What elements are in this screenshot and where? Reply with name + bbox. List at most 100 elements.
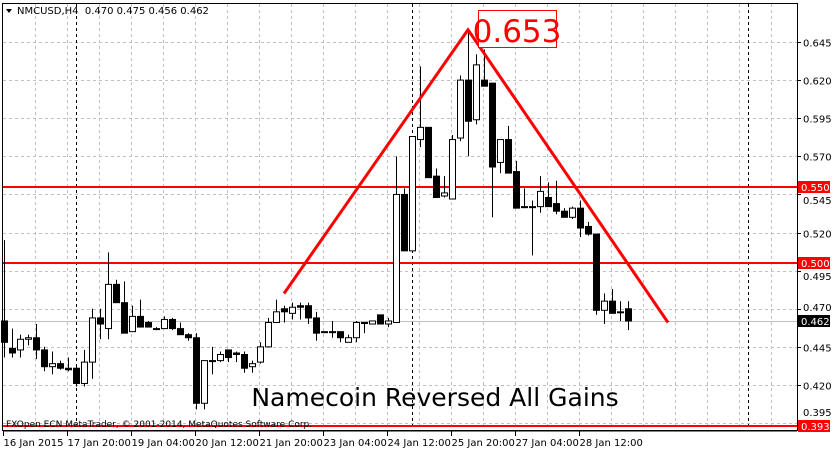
candle-bear [169, 318, 176, 330]
candle-bear [625, 308, 632, 322]
candle-bear [305, 305, 312, 319]
candle-bull [129, 315, 136, 333]
candle-bear [489, 82, 496, 168]
candle-bull [537, 190, 544, 208]
candle-bull [161, 318, 168, 330]
candle-bear [97, 317, 104, 325]
trendline [282, 27, 670, 324]
candle-bull [265, 321, 272, 348]
price-tick-label: 0.620 [803, 77, 832, 88]
candle-bull [345, 337, 352, 343]
candle-bull [569, 207, 576, 218]
symbol-header: NMCUSD,H4 0.470 0.475 0.456 0.462 [6, 6, 209, 17]
candle-bull [393, 193, 400, 323]
time-tick-label: 17 Jan 20:00 [68, 438, 131, 449]
candle-bear [121, 302, 128, 334]
candle-bull [417, 126, 424, 141]
candle-bear [33, 337, 40, 351]
chart-annotation: Namecoin Reversed All Gains [251, 383, 618, 412]
price-tick-label: 0.445 [803, 344, 832, 355]
trendline-path [282, 27, 670, 324]
bid-price-box [798, 315, 830, 327]
time-tick-label: 16 Jan 2015 [4, 438, 64, 449]
candle-bear [529, 206, 536, 209]
candle-bull [385, 320, 392, 325]
candle-bear [521, 206, 528, 209]
candle-bull [273, 311, 280, 323]
candle-bull [249, 363, 256, 368]
time-tick-label: 20 Jan 12:00 [196, 438, 259, 449]
candle-bull [409, 136, 416, 252]
candle-bull [105, 283, 112, 330]
level-price-box [798, 181, 830, 193]
candle-bear [185, 334, 192, 339]
time-tick-label: 28 Jan 12:00 [580, 438, 643, 449]
candle-bull [473, 64, 480, 121]
candles [1, 29, 632, 410]
price-level-labels: 0.550 0.500 0.393 0.462 [798, 181, 830, 433]
candle-bull [257, 346, 264, 363]
candle-bear [513, 171, 520, 209]
candle-bull [25, 337, 32, 340]
candle-bear [585, 225, 592, 235]
price-tick-label: 0.595 [803, 115, 832, 126]
bid-price-label: 0.462 [801, 317, 830, 328]
price-tick-label: 0.420 [803, 382, 832, 393]
candle-bear [433, 175, 440, 198]
candle-bull [201, 360, 208, 404]
candle-bear [281, 308, 288, 313]
level-price-label: 0.393 [801, 422, 830, 433]
candle-bear [609, 300, 616, 314]
candle-bear [57, 363, 64, 369]
candle-bull [441, 192, 448, 197]
candle-bear [617, 311, 624, 314]
candle-bear [73, 367, 80, 384]
price-axis[interactable]: 0.645 0.620 0.595 0.570 0.545 0.520 0.495 0.470… [797, 39, 832, 424]
candle-bear [153, 328, 160, 331]
candle-bull [289, 306, 296, 314]
candle-bear [177, 328, 184, 336]
price-tick-label: 0.520 [803, 230, 832, 241]
candle-bear [361, 321, 368, 324]
candle-bear [337, 331, 344, 339]
peak-label-text: 0.653 [473, 14, 562, 50]
candle-bear [209, 360, 216, 363]
candle-bull [217, 354, 224, 362]
time-tick-label: 21 Jan 20:00 [260, 438, 323, 449]
candle-bear [297, 305, 304, 308]
candle-bull [17, 338, 24, 351]
candle-bull [369, 320, 376, 325]
candle-bear [561, 210, 568, 218]
candle-bull [457, 79, 464, 139]
candle-bear [41, 349, 48, 368]
candle-bear [553, 203, 560, 212]
time-axis[interactable]: 16 Jan 2015 17 Jan 20:00 19 Jan 04:00 20 Ja… [3, 430, 797, 449]
price-tick-label: 0.645 [803, 39, 832, 50]
candle-bull [49, 363, 56, 368]
candle-bear [401, 193, 408, 252]
candle-bear [233, 352, 240, 356]
candle-bull [81, 361, 88, 384]
candle-bear [377, 314, 384, 325]
time-tick-label: 23 Jan 04:00 [324, 438, 387, 449]
candle-bear [577, 207, 584, 229]
symbol-info: NMCUSD,H4 0.470 0.475 0.456 0.462 [17, 6, 209, 17]
price-tick-label: 0.495 [803, 272, 832, 283]
peak-label-box [478, 10, 557, 48]
candle-bear [65, 367, 72, 371]
level-price-box [798, 257, 830, 269]
candle-bear [545, 196, 552, 208]
candle-bear [1, 320, 8, 343]
candle-bull [497, 139, 504, 163]
peak-label: 0.653 [473, 10, 562, 50]
candle-bull [89, 317, 96, 363]
candle-bear [321, 331, 328, 334]
candle-bear [225, 349, 232, 359]
dropdown-triangle-icon[interactable] [6, 9, 12, 13]
candle-bear [329, 331, 336, 334]
candle-bear [425, 126, 432, 179]
candle-bear [113, 283, 120, 304]
copyright-text: FXOpen ECN MetaTrader, © 2001-2014, Meta… [6, 420, 312, 430]
candle-bear [505, 139, 512, 174]
